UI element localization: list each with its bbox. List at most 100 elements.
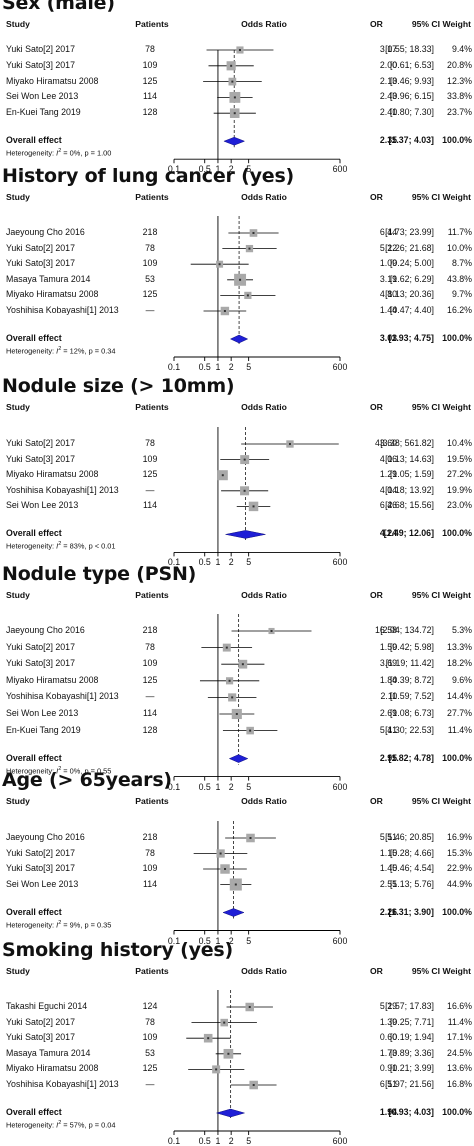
- study-name: Sei Won Lee 2013: [6, 878, 79, 889]
- study-weight: 16.9%: [447, 832, 472, 842]
- study-or: 5.51: [379, 832, 397, 842]
- study-patients: 109: [142, 258, 158, 269]
- heterogeneity-value: = 57%, p = 0.04: [61, 1120, 116, 1130]
- study-or: 5.29: [379, 1001, 397, 1011]
- study-patients: 125: [142, 1063, 158, 1074]
- study-name: Yuki Sato[3] 2017: [6, 453, 75, 464]
- x-axis-tick-label: 5: [246, 362, 252, 372]
- study-name: Yuki Sato[2] 2017: [6, 1016, 75, 1027]
- study-or: 6.46: [379, 500, 397, 511]
- study-or: 1.73: [379, 1047, 397, 1058]
- x-axis-tick-label: 1: [215, 362, 221, 372]
- study-ci: [1.26; 21.68]: [385, 242, 434, 253]
- x-axis-tick-label: 0.5: [198, 1136, 211, 1146]
- study-patients: 128: [142, 724, 158, 735]
- study-patients: 109: [142, 1032, 158, 1043]
- study-point-marker: [225, 646, 228, 649]
- study-point-marker: [227, 1052, 230, 1055]
- study-weight: 9.7%: [451, 289, 472, 300]
- study-ci: [0.19; 1.94]: [389, 1032, 434, 1043]
- heterogeneity-i2-symbol: I: [56, 919, 59, 929]
- x-axis-tick-label: 5: [246, 1136, 252, 1146]
- study-patients: 125: [142, 674, 158, 685]
- x-axis-tick-label: 2: [228, 1136, 234, 1146]
- study-or: 1.15: [379, 847, 397, 858]
- overall-weight: 100.0%: [442, 528, 472, 539]
- study-ci: [1.18; 13.92]: [385, 484, 434, 495]
- study-or: 2.41: [379, 107, 397, 118]
- study-or: 0.91: [379, 1063, 397, 1074]
- forest-panel: Nodule size (> 10mm) Study Patients Odds Ra…: [0, 375, 474, 571]
- study-name: Miyako Hiramatsu 2008: [6, 469, 99, 480]
- study-or: 3.19: [379, 273, 397, 284]
- study-or: 1.84: [379, 674, 397, 685]
- x-axis-tick-label: 600: [332, 935, 348, 946]
- study-point-marker: [218, 263, 221, 266]
- heterogeneity-prefix: Heterogeneity:: [6, 766, 57, 776]
- x-axis-tick-label: 600: [332, 1136, 348, 1146]
- overall-effect-label: Overall effect: [6, 333, 62, 343]
- study-point-marker: [207, 1037, 210, 1040]
- column-header-or: OR: [370, 402, 383, 412]
- study-ci: [1.57; 17.83]: [385, 1001, 434, 1011]
- column-header-study: Study: [6, 966, 30, 976]
- study-ci: [0.47; 4.40]: [389, 305, 434, 315]
- forest-plot-area: [173, 821, 341, 935]
- study-point-marker: [246, 294, 249, 297]
- study-name: En-Kuei Tang 2019: [6, 107, 81, 118]
- study-name: Yuki Sato[2] 2017: [6, 242, 75, 253]
- study-point-marker: [241, 663, 244, 666]
- study-ci: [1.13; 20.36]: [385, 289, 434, 300]
- column-header-odds-ratio: Odds Ratio: [241, 590, 287, 600]
- heterogeneity-prefix: Heterogeneity:: [6, 346, 57, 356]
- heterogeneity-i2-exponent: 2: [58, 541, 62, 548]
- study-name: Yuki Sato[3] 2017: [6, 1032, 75, 1043]
- forest-plot-area: [173, 427, 341, 557]
- column-header-patients: Patients: [135, 402, 169, 412]
- study-point-marker: [221, 474, 224, 477]
- study-name: Yuki Sato[2] 2017: [6, 44, 75, 54]
- study-patients: 125: [142, 469, 158, 480]
- study-ci: [0.25; 7.71]: [389, 1016, 434, 1027]
- study-name: Yuki Sato[2] 2017: [6, 641, 75, 652]
- study-name: Yoshihisa Kobayashi[1] 2013: [6, 1079, 119, 1089]
- study-patients: 78: [145, 641, 155, 652]
- study-point-marker: [243, 489, 246, 492]
- study-ci: [0.55; 18.33]: [385, 44, 434, 54]
- heterogeneity-i2-symbol: I: [56, 541, 59, 551]
- study-ci: [1.62; 6.29]: [389, 273, 434, 284]
- study-weight: 11.4%: [447, 1016, 472, 1027]
- study-or: 2.43: [379, 91, 397, 102]
- study-name: Sei Won Lee 2013: [6, 91, 79, 102]
- forest-panel: History of lung cancer (yes) Study Patient…: [0, 165, 474, 383]
- study-patients: 109: [142, 453, 158, 464]
- x-axis-tick-label: 0.5: [198, 781, 211, 792]
- overall-effect-label: Overall effect: [6, 906, 62, 917]
- study-or: 1.44: [379, 305, 397, 315]
- study-patients: —: [145, 305, 155, 315]
- column-header-ci: 95% CI: [411, 19, 440, 29]
- x-axis-tick-label: 2: [228, 781, 234, 792]
- forest-panel: Smoking history (yes) Study Patients Odds R…: [0, 939, 474, 1146]
- study-weight: 17.1%: [447, 1032, 472, 1043]
- study-patients: 114: [142, 878, 158, 889]
- study-ci: [1.30; 22.53]: [385, 724, 434, 735]
- study-patients: 114: [142, 500, 158, 511]
- heterogeneity-value: = 0%, p = 1.00: [61, 148, 112, 158]
- heterogeneity-stat: Heterogeneity: I2 = 12%, p = 0.34: [6, 346, 116, 355]
- heterogeneity-i2-symbol: I: [56, 766, 59, 776]
- study-weight: 16.2%: [447, 305, 472, 315]
- study-ci: [2.68; 15.56]: [385, 500, 434, 511]
- study-point-marker: [223, 1021, 226, 1024]
- column-header-study: Study: [6, 192, 30, 202]
- study-name: Jaeyoung Cho 2016: [6, 832, 85, 842]
- forest-panel: Nodule type (PSN) Study Patients Odds Ratio…: [0, 563, 474, 792]
- x-axis-tick-label: 5: [246, 164, 252, 175]
- study-weight: 5.3%: [451, 625, 472, 635]
- study-ci: [1.13; 5.76]: [389, 878, 434, 889]
- column-header-study: Study: [6, 402, 30, 412]
- study-ci: [0.24; 5.00]: [389, 258, 434, 269]
- study-name: Yoshihisa Kobayashi[1] 2013: [6, 305, 119, 315]
- x-axis-tick-label: 1: [215, 935, 221, 946]
- study-name: Sei Won Lee 2013: [6, 708, 79, 718]
